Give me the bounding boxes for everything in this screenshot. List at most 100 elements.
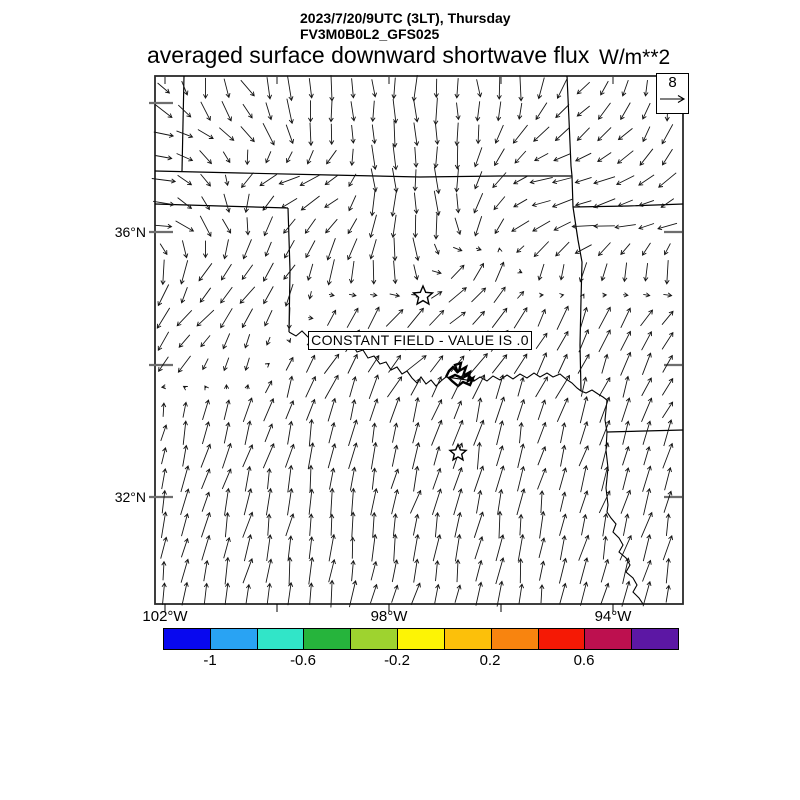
wind-arrow: [367, 306, 380, 330]
wind-arrow: [574, 244, 592, 254]
wind-arrow: [347, 218, 358, 235]
wind-arrow: [287, 581, 294, 606]
wind-arrow: [326, 259, 335, 286]
wind-arrow: [553, 152, 572, 162]
wind-arrow: [222, 333, 231, 350]
wind-arrow: [348, 195, 357, 212]
lon-label-94w: 94°W: [594, 608, 632, 625]
wind-arrow: [665, 584, 671, 603]
wind-arrow: [537, 263, 545, 281]
wind-arrow: [579, 557, 589, 585]
wind-arrow: [431, 488, 442, 516]
wind-arrow: [579, 420, 589, 445]
wind-arrow: [661, 377, 674, 396]
wind-arrow: [157, 331, 170, 351]
wind-arrow: [641, 352, 652, 375]
wind-arrow: [560, 444, 567, 467]
wind-arrow: [662, 354, 673, 373]
wind-arrow: [665, 557, 671, 584]
wind-arrow: [284, 283, 294, 307]
wind-arrow: [642, 534, 652, 562]
wind-arrow: [180, 488, 190, 516]
wind-arrow: [392, 512, 398, 537]
wind-arrow: [450, 264, 465, 280]
wind-arrow: [663, 490, 673, 513]
wind-arrow: [369, 583, 378, 604]
wind-arrow: [286, 98, 294, 125]
wind-arrow: [224, 582, 231, 605]
wind-arrow: [158, 356, 169, 372]
wind-arrow: [177, 197, 193, 209]
wind-arrow: [348, 442, 358, 470]
wind-arrow: [518, 557, 524, 584]
wind-arrow: [350, 78, 356, 99]
wind-arrow: [329, 487, 335, 516]
wind-arrow: [580, 464, 589, 493]
wind-arrow: [178, 334, 191, 348]
wind-arrow: [287, 464, 294, 493]
wind-arrow: [412, 396, 420, 423]
colorbar-label: -0.6: [290, 652, 316, 669]
wind-arrow: [350, 101, 356, 122]
wind-arrow: [642, 126, 651, 143]
wind-arrow: [306, 263, 314, 281]
wind-arrow: [539, 510, 546, 539]
wind-arrow: [517, 290, 525, 299]
wind-arrow: [600, 80, 609, 96]
wind-arrow: [513, 353, 528, 375]
wind-arrow: [578, 262, 588, 283]
wind-arrow: [306, 150, 314, 165]
wind-arrow: [475, 246, 482, 252]
wind-arrow: [433, 243, 440, 255]
wind-arrow: [160, 511, 168, 538]
wind-arrow: [495, 557, 505, 585]
wind-arrow: [392, 260, 398, 285]
wind-arrow: [622, 420, 630, 445]
wind-arrow: [222, 151, 231, 164]
wind-arrow: [221, 442, 232, 469]
wind-arrow: [265, 102, 273, 121]
wind-arrow: [494, 261, 505, 282]
wind-arrow: [616, 150, 634, 164]
wind-arrow: [153, 131, 175, 138]
wind-arrow: [517, 443, 525, 469]
wind-arrow: [329, 123, 335, 146]
wind-arrow: [433, 213, 439, 240]
wind-arrow: [181, 513, 190, 537]
wind-arrow: [599, 419, 611, 446]
wind-arrow: [452, 466, 463, 491]
wind-arrow: [518, 75, 524, 102]
wind-arrow: [265, 487, 273, 516]
wind-arrow: [514, 150, 527, 164]
wind-arrow: [497, 488, 504, 515]
wind-arrow: [517, 102, 523, 120]
wind-arrow: [517, 268, 523, 274]
wind-arrow: [221, 263, 232, 281]
wind-arrow: [347, 238, 358, 261]
wind-arrow: [664, 260, 670, 285]
wind-arrow: [196, 309, 215, 327]
wind-arrow: [159, 243, 168, 256]
wind-arrow: [496, 101, 502, 122]
wind-arrow: [577, 353, 590, 374]
wind-arrow: [432, 467, 442, 490]
wind-arrow: [496, 580, 504, 607]
wind-arrow: [555, 374, 570, 399]
wind-arrow: [389, 292, 401, 298]
wind-arrow: [622, 557, 631, 584]
wind-arrow: [181, 240, 189, 259]
wind-arrow: [180, 287, 188, 304]
wind-arrow: [199, 287, 212, 303]
wind-arrow: [555, 104, 570, 119]
wind-arrow: [475, 124, 481, 145]
wind-arrow: [266, 534, 273, 562]
wind-arrow: [471, 287, 487, 303]
wind-arrow: [307, 442, 315, 470]
wind-arrow: [454, 168, 460, 193]
wind-arrow: [412, 237, 420, 262]
wind-arrow: [476, 79, 483, 98]
wind-arrow: [202, 399, 210, 421]
model-run-header: FV3M0B0L2_GFS025: [300, 26, 440, 42]
wind-arrow: [153, 200, 175, 207]
wind-arrow: [204, 385, 209, 391]
